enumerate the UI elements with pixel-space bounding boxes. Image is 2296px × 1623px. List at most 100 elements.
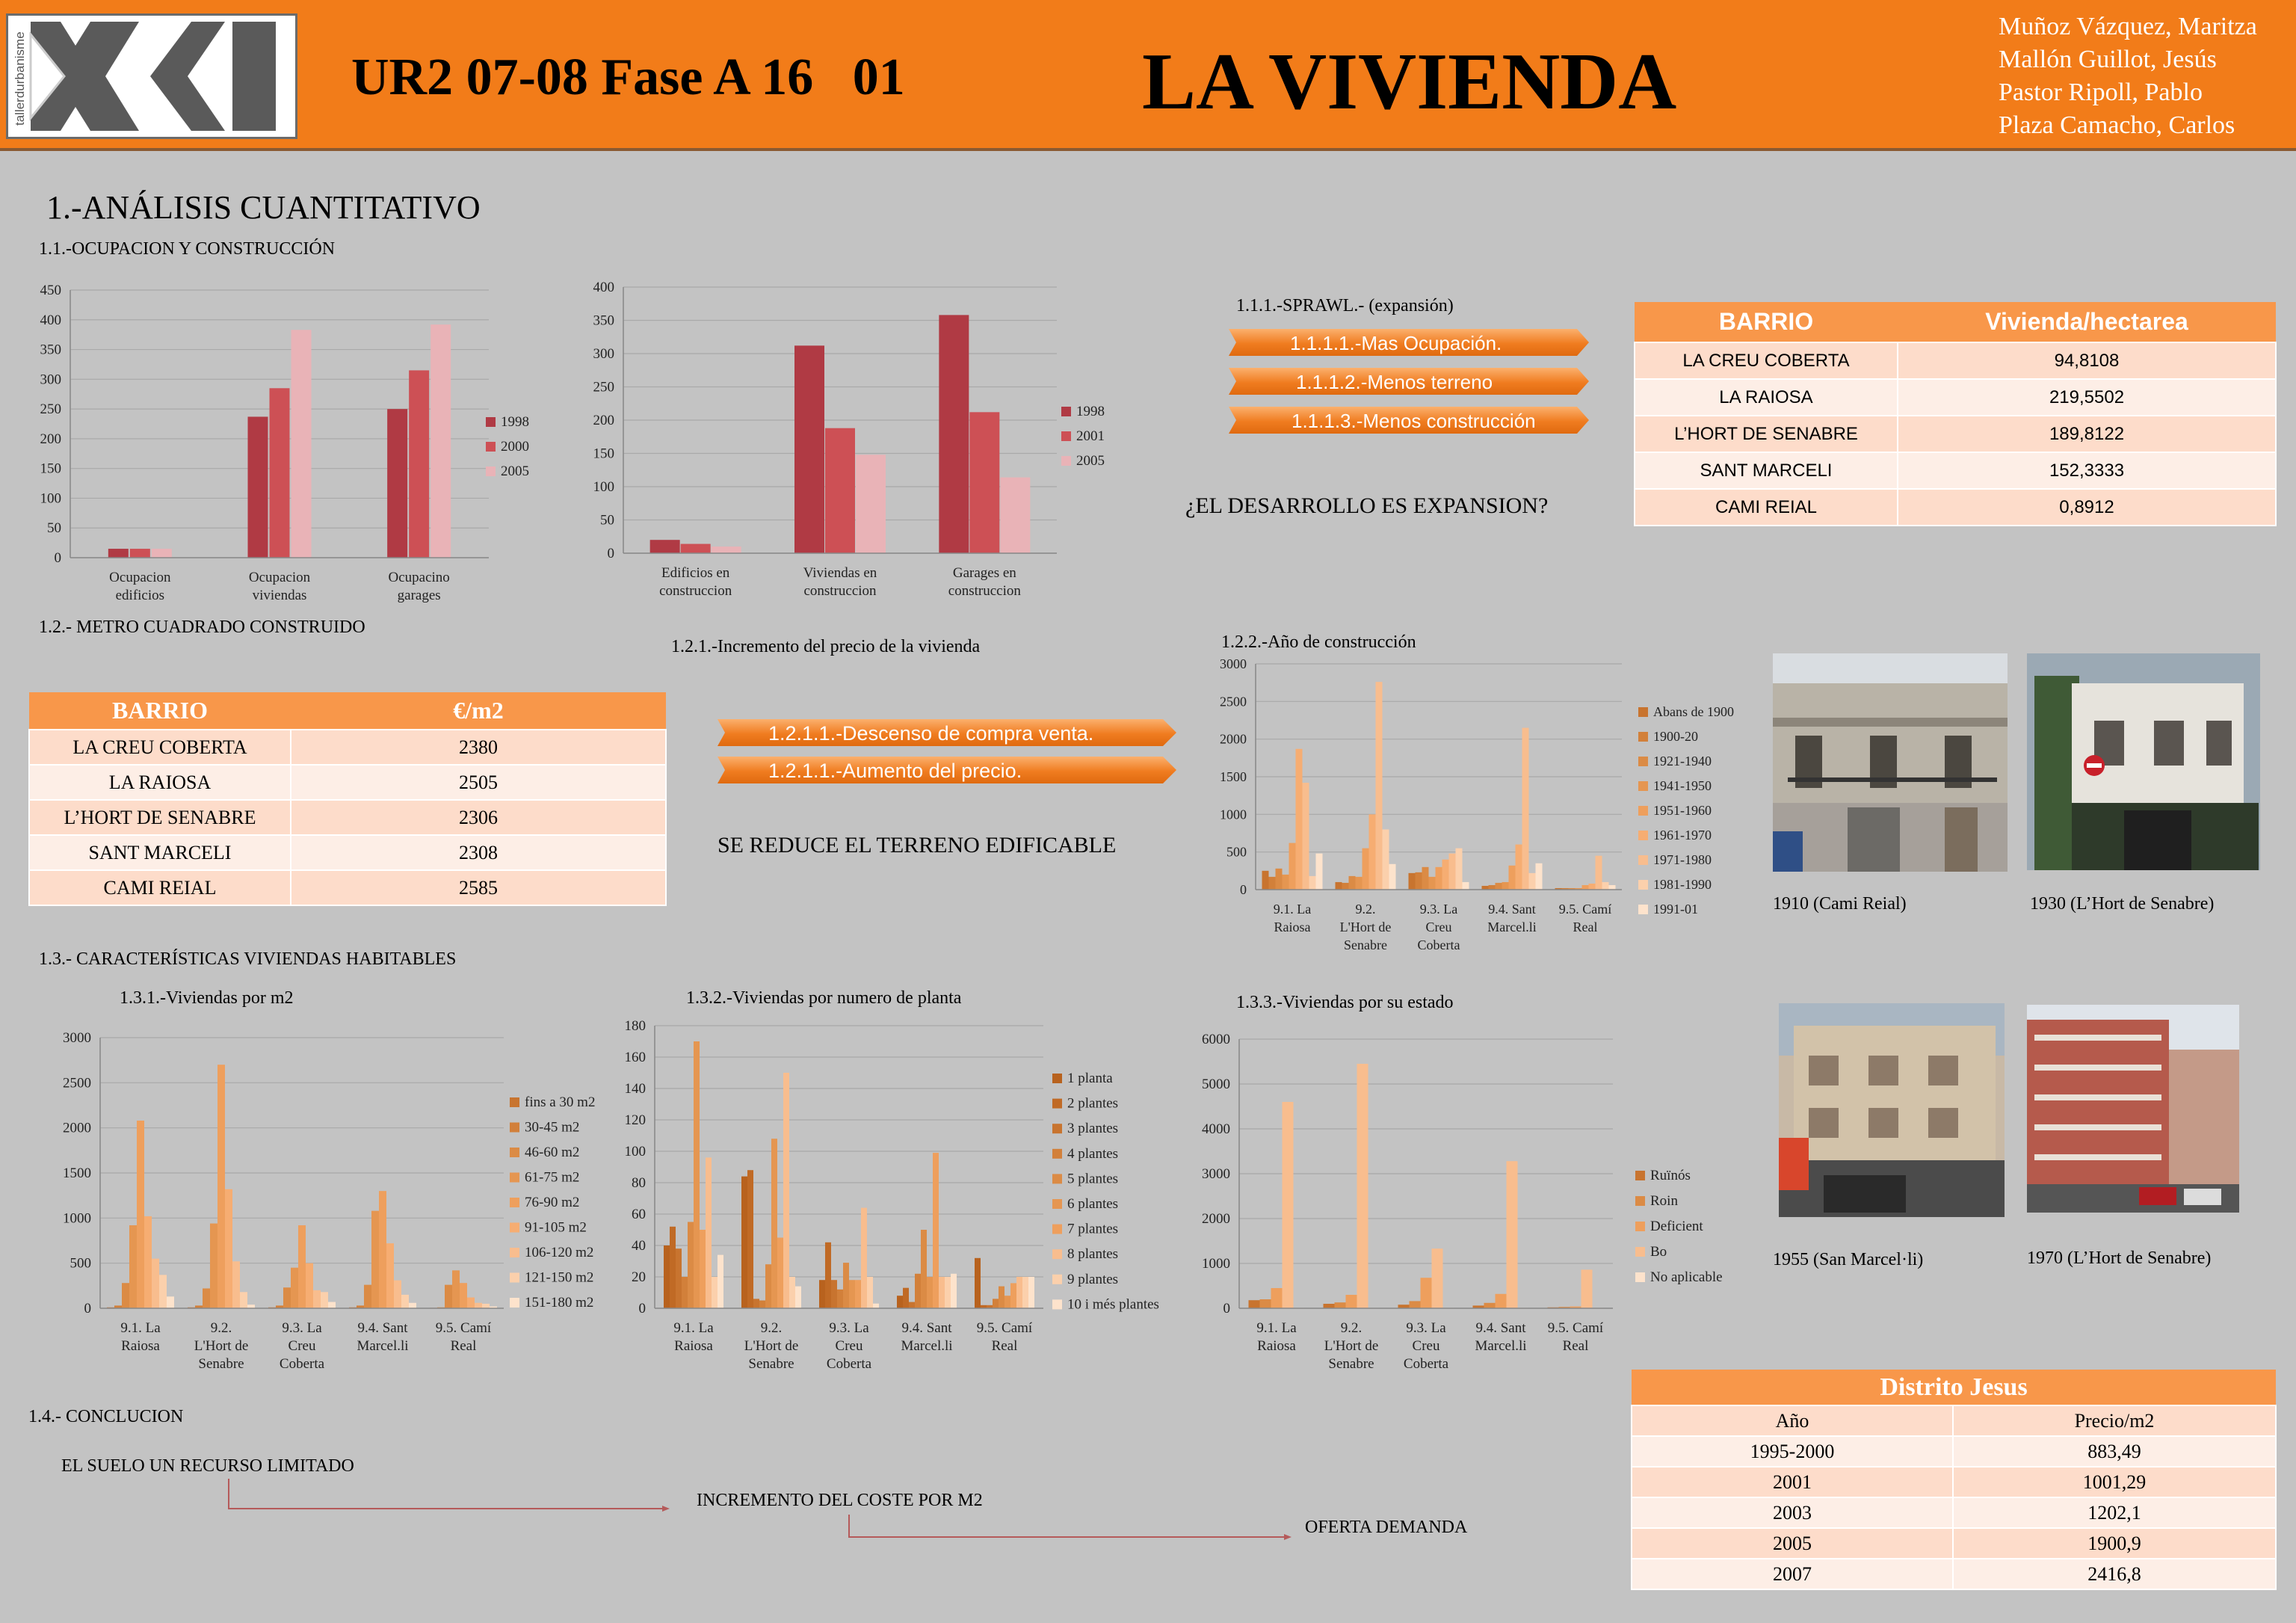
y-tick-label: 150 [593, 446, 615, 462]
question-text: ¿EL DESARROLLO ES EXPANSION? [1185, 493, 1549, 518]
price-m2-table: BARRIO €/m2 LA CREU COBERTA 2380 LA RAIOSA 2… [28, 692, 667, 906]
bar [1323, 1304, 1335, 1308]
legend-swatch [1635, 1196, 1645, 1206]
x-tick-label: 9.2. L'Hort de Senabre [194, 1320, 249, 1372]
table-cell: 2005 [1631, 1527, 1954, 1559]
bar [1355, 876, 1363, 890]
bar [387, 409, 408, 558]
bar [1602, 881, 1609, 890]
table-cell: L’HORT DE SENABRE [28, 799, 291, 836]
legend-swatch [1635, 1171, 1645, 1180]
logo: tallerdurbanisme [6, 13, 297, 139]
y-tick-label: 50 [600, 513, 614, 529]
table-cell: 2585 [290, 869, 667, 906]
legend-label: 121-150 m2 [525, 1270, 593, 1286]
bar [999, 1286, 1004, 1308]
table-header: Año [1631, 1405, 1954, 1437]
bar [1389, 863, 1396, 890]
bar [1495, 882, 1502, 890]
legend-label: 1 planta [1067, 1071, 1113, 1086]
y-tick-label: 2500 [63, 1075, 91, 1091]
table-cell: 94,8108 [1897, 342, 2277, 380]
bar [1289, 843, 1296, 890]
bar [1595, 855, 1602, 890]
legend-label: No aplicable [1650, 1269, 1723, 1285]
chart-ocupacion: 0 50 100 150 200 250 300 350 400 450 Ocupacion edif… [40, 283, 530, 603]
bar [1568, 887, 1576, 890]
bar [1335, 881, 1342, 890]
bar [1481, 885, 1489, 890]
bar [1472, 1305, 1484, 1308]
bar [452, 1270, 460, 1308]
legend-label: 2000 [501, 439, 529, 455]
bar [291, 1267, 298, 1308]
table-cell: 1202,1 [1951, 1497, 2277, 1529]
bar [144, 1216, 152, 1308]
subsection-label: 1.3.1.-Viviendas por m2 [120, 988, 294, 1008]
y-tick-label: 500 [70, 1256, 92, 1272]
legend-label: 4 plantes [1067, 1146, 1118, 1162]
table-cell: 2007 [1631, 1558, 1954, 1590]
legend-swatch [1638, 806, 1648, 816]
legend-swatch [510, 1122, 519, 1133]
legend-swatch [1052, 1074, 1062, 1083]
table-cell: 2306 [290, 799, 667, 836]
bar [831, 1280, 837, 1308]
x-tick-label: 9.5. Camí Real [977, 1320, 1033, 1354]
y-tick-label: 350 [40, 342, 62, 358]
y-tick-label: 500 [1226, 845, 1247, 860]
legend-swatch [486, 417, 496, 427]
photo-1970 [2027, 1005, 2239, 1213]
bar [873, 1303, 879, 1308]
table-header: Precio/m2 [1951, 1405, 2277, 1437]
y-tick-label: 250 [40, 401, 62, 417]
bar [1442, 859, 1449, 890]
bar [232, 1261, 240, 1308]
bar [795, 1286, 801, 1308]
bar [409, 1302, 416, 1308]
y-tick-label: 400 [593, 280, 615, 295]
photo-caption: 1955 (San Marcel·li) [1773, 1250, 1924, 1269]
legend-label: 7 plantes [1067, 1222, 1118, 1237]
y-tick-label: 300 [40, 372, 62, 387]
y-tick-label: 0 [639, 1301, 646, 1316]
table-cell: SANT MARCELI [1634, 452, 1898, 490]
bar [1345, 1295, 1357, 1308]
authors-list: Muñoz Vázquez, Maritza Mallón Guillot, J… [1999, 10, 2257, 142]
bar [939, 315, 969, 553]
legend-label: 106-120 m2 [525, 1245, 593, 1260]
x-tick-label: Edificios en construccion [659, 565, 732, 599]
arrow-banner: 1.1.1.3.-Menos construcción [1229, 407, 1589, 434]
building-photo [1779, 1003, 2005, 1217]
bar [467, 1297, 475, 1308]
legend-label: 1941-1950 [1653, 778, 1712, 793]
bar [475, 1302, 482, 1308]
conclusion-connectors [228, 1479, 1292, 1540]
photo-caption: 1930 (L’Hort de Senabre) [2030, 894, 2215, 914]
bar [945, 1277, 951, 1308]
bar [1528, 872, 1536, 890]
legend-label: 8 plantes [1067, 1246, 1118, 1262]
subsection-label: 1.1.-OCUPACION Y CONSTRUCCIÓN [39, 239, 336, 259]
bar [843, 1263, 849, 1308]
bar [1462, 881, 1469, 890]
conclusion-text: INCREMENTO DEL COSTE POR M2 [697, 1491, 983, 1510]
table-header: Vivienda/hectarea [1898, 302, 2276, 342]
x-tick-label: 9.3. La Creu Coberta [280, 1320, 325, 1372]
bar [1342, 882, 1349, 890]
bar [915, 1273, 921, 1308]
y-tick-label: 300 [593, 346, 615, 362]
statement-text: SE REDUCE EL TERRENO EDIFICABLE [718, 833, 1117, 857]
table-row: 2001 1001,29 [1631, 1466, 2277, 1498]
bar [670, 1226, 676, 1308]
header-banner: tallerdurbanisme UR2 07-08 Fase A 16 01 … [0, 0, 2296, 151]
y-tick-label: 80 [632, 1175, 646, 1191]
table-cell: CAMI REIAL [1634, 488, 1898, 526]
table-header: BARRIO [29, 692, 291, 730]
bar [247, 1305, 255, 1308]
photo-1910 [1773, 653, 2008, 872]
bar [664, 1245, 670, 1308]
y-tick-label: 2000 [63, 1121, 91, 1136]
legend-swatch [510, 1222, 519, 1233]
legend-label: 61-75 m2 [525, 1170, 579, 1186]
